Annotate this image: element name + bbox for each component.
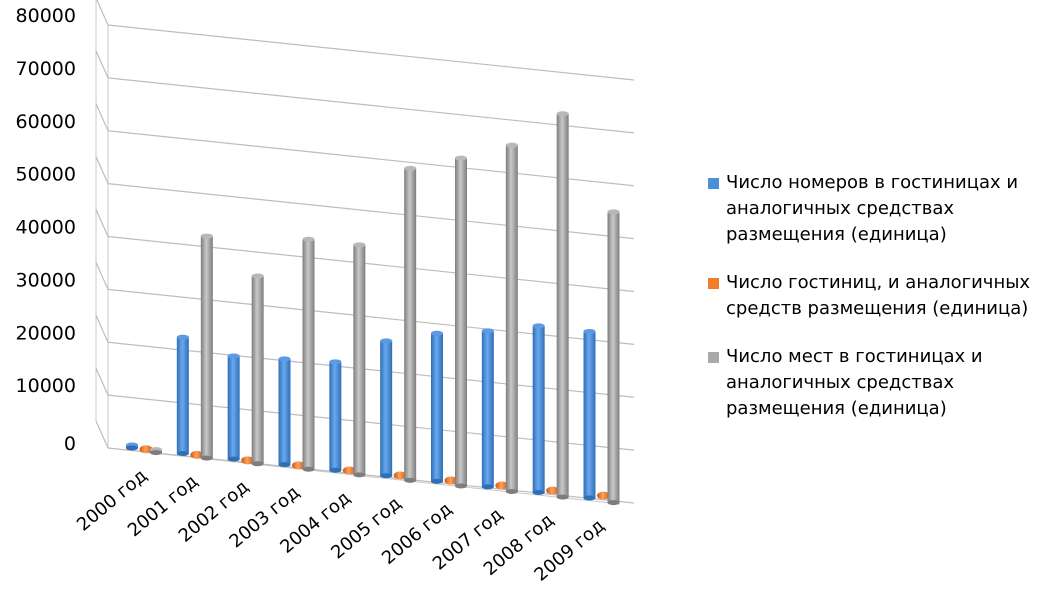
gridline (107, 288, 635, 345)
y-tick-label: 0 (64, 433, 76, 455)
y-tick-label: 50000 (16, 164, 76, 186)
bar-beds (251, 273, 264, 467)
gridline-wall (95, 209, 109, 237)
bar-hotels (393, 471, 407, 480)
bar-hotels (546, 486, 560, 495)
gridline-wall (95, 420, 109, 449)
bar-hotels (241, 456, 255, 465)
bar-rooms (380, 338, 393, 479)
bar-rooms (431, 330, 443, 484)
gridline (107, 394, 635, 451)
bar-beds (556, 111, 569, 500)
bar-rooms (532, 323, 545, 495)
bar-beds (505, 142, 518, 495)
bar-rooms (583, 328, 596, 501)
bar-beds (302, 236, 315, 472)
bar-hotels (139, 445, 153, 454)
y-tick-label: 60000 (16, 111, 76, 133)
gridline-wall (95, 50, 109, 79)
bar-hotels (495, 481, 509, 490)
bar-hotels (342, 466, 356, 475)
gridline-wall (95, 262, 109, 290)
gridline (107, 130, 635, 187)
legend-label-rooms: Число номеров в гостиницах и аналогичных… (726, 172, 1019, 245)
gridline-wall (95, 367, 109, 396)
bar-rooms (329, 359, 342, 473)
bar-hotels (292, 461, 305, 470)
legend-swatch-beds (708, 352, 719, 363)
bar-rooms (278, 356, 291, 468)
legend-item-rooms: Число номеров в гостиницах и аналогичных… (706, 170, 1056, 248)
legend-item-hotels: Число гостиниц, и аналогичных средств ра… (706, 270, 1056, 322)
bar-rooms (126, 442, 138, 451)
gridline-wall (95, 103, 109, 131)
y-tick-label: 10000 (16, 375, 76, 397)
legend-swatch-hotels (708, 278, 719, 289)
bar-beds (607, 209, 620, 506)
y-tick-label: 40000 (16, 217, 76, 239)
bar-hotels (444, 476, 458, 485)
y-tick-label: 30000 (16, 269, 76, 291)
bar-beds (150, 447, 162, 456)
gridline (107, 235, 635, 293)
bars (126, 111, 620, 506)
legend-label-hotels: Число гостиниц, и аналогичных средств ра… (726, 272, 1031, 319)
y-axis-tick-labels: 0 10000 20000 30000 40000 50000 60000 70000 8000… (16, 5, 76, 455)
bar-beds (404, 165, 417, 483)
bar-beds (200, 233, 213, 461)
gridline (107, 24, 635, 81)
y-tick-label: 20000 (16, 322, 76, 344)
gridline (107, 341, 635, 398)
legend: Число номеров в гостиницах и аналогичных… (706, 170, 1056, 444)
legend-label-beds: Число мест в гостиницах и аналогичных ср… (726, 346, 983, 419)
gridline (107, 183, 635, 240)
gridline-wall (95, 156, 109, 184)
legend-item-beds: Число мест в гостиницах и аналогичных ср… (706, 344, 1056, 422)
gridline-wall (95, 315, 109, 343)
gridline (107, 77, 635, 134)
bar-rooms (176, 334, 189, 457)
bar-rooms (227, 353, 240, 462)
bar-beds (353, 242, 366, 478)
legend-swatch-rooms (708, 178, 719, 189)
bar-hotels (597, 491, 610, 500)
bar-hotels (190, 450, 204, 459)
y-tick-label: 70000 (16, 58, 76, 80)
bar-rooms (481, 328, 494, 490)
gridlines (95, 0, 635, 504)
y-tick-label: 80000 (16, 5, 76, 27)
bar-beds (455, 155, 467, 489)
gridline-wall (96, 0, 109, 26)
